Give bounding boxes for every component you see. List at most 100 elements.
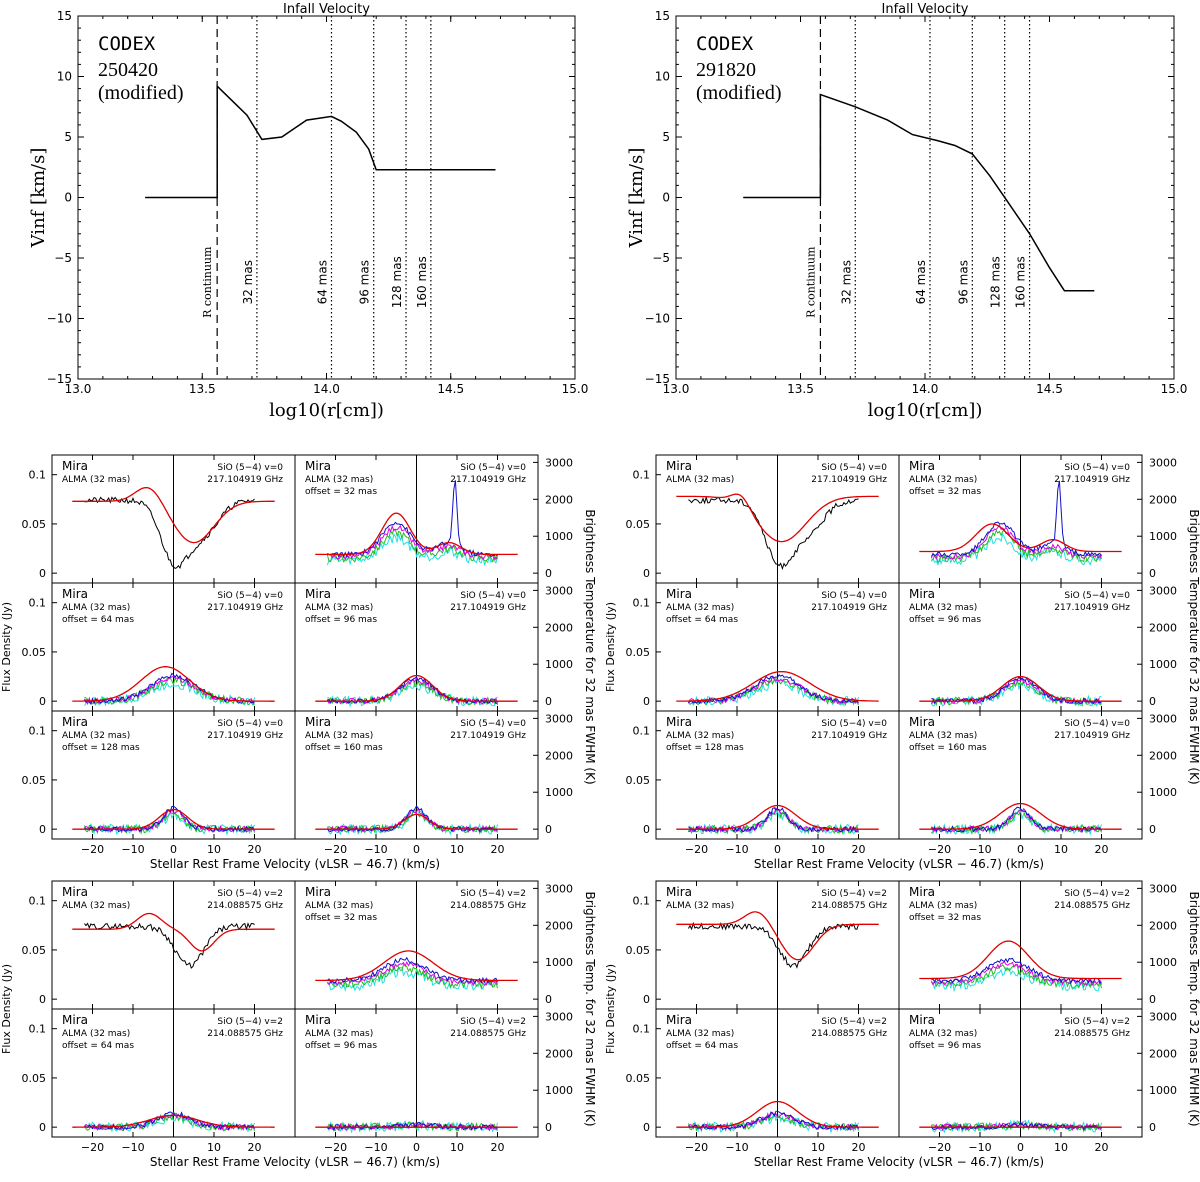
- model-spectrum: [676, 1100, 879, 1128]
- telescope-label: ALMA (32 mas): [666, 731, 734, 741]
- y2-tick-label: 3000: [1149, 882, 1177, 895]
- source-label: Mira: [666, 587, 692, 601]
- x-tick-label: 0: [774, 843, 781, 856]
- spectrum-panel: 0 0.05 0.1 Mira ALMA (32 mas) offset = 64 mas…: [626, 1008, 900, 1138]
- y2-tick-label: 1000: [545, 530, 573, 543]
- mas-radius-label: 64 mas: [914, 260, 928, 304]
- offset-label: offset = 32 mas: [305, 487, 377, 497]
- line-name-label: SiO (5−4) v=2: [217, 889, 283, 899]
- x-tick-label: 0: [170, 843, 177, 856]
- line-name-label: SiO (5−4) v=0: [821, 463, 887, 473]
- line-name-label: SiO (5−4) v=0: [217, 719, 283, 729]
- y-tick-label: 0: [643, 993, 650, 1006]
- y-tick-label: 0: [39, 695, 46, 708]
- y-tick-label: 15: [57, 9, 72, 23]
- y-tick-label: 0.1: [29, 597, 47, 610]
- telescope-label: ALMA (32 mas): [305, 901, 373, 911]
- y-tick-label: 0.1: [633, 1023, 651, 1036]
- x-tick-label: 14.5: [437, 382, 464, 396]
- source-label: Mira: [62, 715, 88, 729]
- x-tick-label: 0: [1017, 1141, 1024, 1154]
- source-label: Mira: [305, 715, 331, 729]
- y-tick-label: 0.1: [633, 469, 651, 482]
- line-frequency-label: 217.104919 GHz: [811, 475, 887, 485]
- x-tick-label: −10: [968, 843, 991, 856]
- telescope-label: ALMA (32 mas): [62, 603, 130, 613]
- spectrum-panel: 0 0.05 0.1 Mira ALMA (32 mas) offset = 64 mas…: [22, 1008, 296, 1138]
- observed-spectrum: [687, 921, 859, 969]
- source-label: Mira: [909, 587, 935, 601]
- x-tick-label: −20: [685, 1141, 708, 1154]
- offset-label: offset = 64 mas: [62, 615, 134, 625]
- x-tick-label: −20: [928, 843, 951, 856]
- source-label: Mira: [62, 885, 88, 899]
- model-name-label: CODEX: [98, 33, 156, 55]
- x-tick-label: −10: [364, 1141, 387, 1154]
- y2-tick-label: 0: [1149, 1121, 1156, 1134]
- model-spectrum: [919, 802, 1122, 830]
- y-tick-label: 0.05: [626, 646, 651, 659]
- spectrum-magenta-trace: [687, 675, 859, 705]
- x-tick-label: 20: [852, 843, 866, 856]
- offset-label: offset = 128 mas: [666, 743, 744, 753]
- offset-label: offset = 32 mas: [909, 913, 981, 923]
- infall-chart-infall-250420: Infall Velocity 13.0 13.5 14.0 14.5 15.0 −15 −1…: [28, 2, 588, 421]
- y-tick-label: 0: [643, 567, 650, 580]
- x-tick-label: 20: [1095, 843, 1109, 856]
- infall-chart-infall-291820: Infall Velocity 13.0 13.5 14.0 14.5 15.0 −15 −1…: [626, 2, 1187, 421]
- line-frequency-label: 214.088575 GHz: [811, 1029, 887, 1039]
- x-tick-label: 10: [811, 1141, 825, 1154]
- observed-spectrum: [84, 922, 255, 969]
- source-label: Mira: [666, 885, 692, 899]
- x-tick-label: 0: [1017, 843, 1024, 856]
- mas-radius-label: 160 mas: [415, 256, 429, 308]
- model-modified-label: (modified): [98, 82, 184, 104]
- y2-tick-label: 1000: [545, 1084, 573, 1097]
- y2-tick-label: 3000: [545, 882, 573, 895]
- line-frequency-label: 217.104919 GHz: [450, 731, 526, 741]
- line-frequency-label: 217.104919 GHz: [1054, 603, 1130, 613]
- y-tick-label: 0: [643, 1121, 650, 1134]
- y2-tick-label: 3000: [545, 456, 573, 469]
- mas-radius-label: 128 mas: [989, 256, 1003, 308]
- spectra-grid-spectra-v0: 0 0.05 0.1 Mira ALMA (32 mas) SiO (5−4) v=0 21…: [604, 454, 1200, 871]
- y2-tick-label: 2000: [545, 621, 573, 634]
- source-label: Mira: [909, 1013, 935, 1027]
- x-tick-label: 13.5: [787, 382, 814, 396]
- model-id-label: 291820: [696, 59, 756, 81]
- model-spectrum: [919, 523, 1122, 553]
- x-tick-label: 14.5: [1036, 382, 1063, 396]
- y-axis-label: Vinf [km/s]: [28, 148, 49, 249]
- line-name-label: SiO (5−4) v=2: [460, 889, 526, 899]
- y-tick-label: 0.05: [626, 518, 651, 531]
- y2-axis-label: Brightness Temp. for 32 mas FWHM (K): [1187, 891, 1200, 1126]
- x-tick-label: −20: [324, 843, 347, 856]
- y-axis-label: Flux Density (Jy): [604, 964, 617, 1054]
- model-spectrum: [676, 804, 879, 830]
- line-frequency-label: 214.088575 GHz: [811, 901, 887, 911]
- y-tick-label: −5: [54, 251, 72, 265]
- source-label: Mira: [666, 1013, 692, 1027]
- offset-label: offset = 32 mas: [305, 913, 377, 923]
- x-tick-label: −10: [725, 1141, 748, 1154]
- y2-tick-label: 0: [1149, 993, 1156, 1006]
- spectrum-panel: 0 1000 2000 3000 Mira ALMA (32 mas) offset = 9…: [898, 1008, 1177, 1138]
- line-name-label: SiO (5−4) v=0: [1064, 719, 1130, 729]
- y2-axis-label: Brightness Temperature for 32 mas FWHM (…: [583, 509, 597, 784]
- x-tick-label: 10: [1054, 1141, 1068, 1154]
- telescope-label: ALMA (32 mas): [666, 901, 734, 911]
- telescope-label: ALMA (32 mas): [305, 731, 373, 741]
- spectrum-magenta-trace: [326, 960, 498, 987]
- spectrum-panel: 0 0.05 0.1 Mira ALMA (32 mas) SiO (5−4) v=0 21…: [626, 454, 900, 584]
- line-frequency-label: 217.104919 GHz: [811, 731, 887, 741]
- spectrum-green-trace: [930, 964, 1102, 989]
- y2-tick-label: 1000: [1149, 1084, 1177, 1097]
- y2-tick-label: 2000: [545, 749, 573, 762]
- spectrum-magenta-trace: [688, 806, 859, 834]
- spectrum-panel: 0 1000 2000 3000 Mira ALMA (32 mas) offset = 9…: [294, 1008, 573, 1138]
- x-tick-label: 10: [1054, 843, 1068, 856]
- telescope-label: ALMA (32 mas): [62, 475, 130, 485]
- mas-radius-label: 160 mas: [1014, 256, 1028, 308]
- x-tick-label: −10: [968, 1141, 991, 1154]
- spectrum-panel: 0 0.05 0.1 Mira ALMA (32 mas) SiO (5−4) v=2 21…: [22, 880, 296, 1010]
